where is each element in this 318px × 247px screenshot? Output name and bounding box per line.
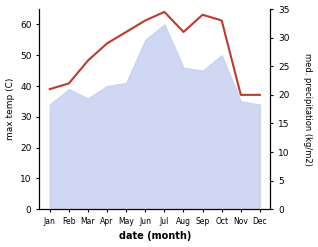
Y-axis label: max temp (C): max temp (C) xyxy=(5,78,15,140)
X-axis label: date (month): date (month) xyxy=(119,231,191,242)
Y-axis label: med. precipitation (kg/m2): med. precipitation (kg/m2) xyxy=(303,53,313,165)
